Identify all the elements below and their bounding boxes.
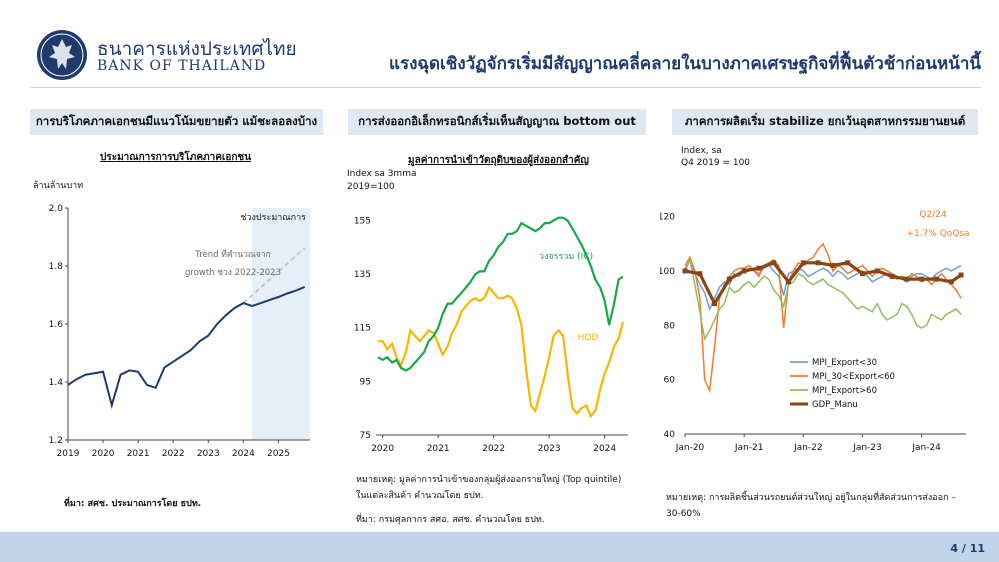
gdp-manu-marker [859, 271, 865, 277]
y-tick-label: 1.6 [49, 320, 64, 330]
x-tick-label: 2020 [92, 449, 115, 459]
chart-3-note-line-1: หมายเหตุ: การผลิตชิ้นส่วนรถยนต์ส่วนใหญ่ … [666, 493, 956, 503]
y-tick-label: 80 [664, 321, 676, 331]
y-tick-label: 40 [664, 430, 676, 440]
gdp-manu-marker [697, 271, 703, 277]
x-tick-label: 2024 [232, 449, 255, 459]
chart-2-note-line-1: หมายเหตุ: มูลค่าการนำเข้าของกลุ่มผู้ส่งอ… [356, 475, 622, 485]
chart-2-unit-label-1: Index sa 3mma [347, 169, 417, 179]
y-tick-label: 1.8 [49, 262, 64, 272]
chart-1-subheading: ประมาณการการบริโภคภาคเอกชน [100, 152, 252, 163]
gdp-manu-marker [712, 301, 718, 307]
y-tick-label: 135 [354, 270, 371, 280]
gdp-manu-marker [682, 268, 688, 274]
gdp-manu-marker [756, 265, 762, 271]
y-tick-label: 75 [360, 431, 371, 441]
trend-annotation-2: growth ช่วง 2022-2023 [185, 268, 281, 278]
chart-2-unit-label-2: 2019=100 [347, 182, 395, 192]
gdp-manu-marker [771, 260, 777, 266]
legend-label: MPI_30<Export<60 [812, 372, 895, 382]
x-tick-label: 2021 [127, 449, 150, 459]
hdd-series-label: HDD [578, 333, 599, 343]
header-divider [30, 87, 981, 88]
gdp-manu-marker [845, 260, 851, 266]
gdp-manu-marker [919, 276, 925, 282]
brand-name-thai: ธนาคารแห่งประเทศไทย [97, 38, 297, 60]
bot-logo [37, 30, 87, 80]
x-tick-label: Jan-22 [793, 443, 823, 453]
x-tick-label: 2023 [538, 444, 561, 454]
brand-name-english: BANK OF THAILAND [97, 58, 267, 74]
gdp-manu-marker [904, 276, 910, 282]
chart-2-source: ที่มา: กรมศุลกากร สศอ. สศช. คำนวณโดย ธปท… [356, 515, 545, 525]
gdp-manu-marker [889, 273, 895, 279]
gdp-manu-marker [830, 263, 836, 269]
chart-1-unit-label: ล้านล้านบาท [33, 181, 84, 191]
forecast-label: ช่วงประมาณการ [240, 213, 306, 223]
gdp-manu-marker [815, 260, 821, 266]
x-tick-label: 2020 [371, 444, 394, 454]
trend-line [242, 247, 306, 304]
page-title: แรงฉุดเชิงวัฏจักรเริ่มมีสัญญาณคลี่คลายใน… [388, 54, 981, 74]
y-tick-label: 120 [660, 213, 675, 223]
chart-3-note-line-2: 30-60% [666, 509, 701, 519]
chart-private-consumption: ช่วงประมาณการ 1.2 1.4 1.6 1.8 2.0 2019 2020 2021… [49, 204, 310, 459]
x-tick-label: 2019 [57, 449, 80, 459]
x-tick-label: Jan-23 [852, 443, 882, 453]
gdp-manu-marker [726, 276, 732, 282]
legend-label: MPI_Export>60 [812, 386, 877, 396]
y-tick-label: 115 [354, 324, 371, 334]
gdp-manu-marker [741, 268, 747, 274]
x-tick-label: 2025 [267, 449, 290, 459]
annotation-qoq: +1.7% QoQsa [906, 229, 969, 239]
hdd-line [378, 285, 625, 419]
ic-series-label: วงจรรวม (IC) [539, 252, 593, 262]
ic-line [377, 216, 624, 372]
gdp-manu-marker [874, 268, 880, 274]
consumption-line [67, 285, 306, 409]
x-tick-label: 2021 [427, 444, 450, 454]
x-tick-label: Jan-21 [734, 443, 764, 453]
x-tick-label: 2023 [197, 449, 220, 459]
gdp-manu-marker [948, 279, 954, 285]
y-tick-label: 95 [360, 377, 371, 387]
trend-annotation-1: Trend ที่คำนวณจาก [194, 248, 270, 260]
chart-1-source: ที่มา: สศช. ประมาณการโดย ธปท. [64, 499, 202, 509]
forecast-shade [252, 208, 310, 440]
y-tick-label: 155 [354, 216, 371, 226]
gdp-manu-marker [933, 276, 939, 282]
y-tick-label: 1.2 [49, 436, 63, 446]
x-tick-label: Jan-24 [911, 443, 941, 453]
x-tick-label: 2022 [482, 444, 505, 454]
footer-bar [0, 532, 999, 562]
chart-manufacturing-index: 40 60 80 100 120 Jan-20 Jan-21 Jan-22 Jan-23 Jan-… [660, 210, 970, 453]
chart-3-unit-label-2: Q4 2019 = 100 [681, 158, 751, 168]
x-tick-label: 2022 [162, 449, 185, 459]
y-tick-label: 60 [664, 376, 676, 386]
gdp-manu-marker [786, 279, 792, 285]
chart-2-note-line-2: ในแต่ละสินค้า คำนวณโดย ธปท. [356, 491, 484, 501]
y-tick-label: 1.4 [49, 378, 64, 388]
x-tick-label: Jan-20 [675, 443, 705, 453]
mpi-export-30-60-line [684, 242, 962, 394]
legend-label: GDP_Manu [812, 400, 858, 410]
gdp-manu-marker [800, 260, 806, 266]
mpi-export-gt60-line [684, 258, 962, 342]
gdp-manu-marker [958, 272, 964, 278]
chart-3-unit-label-1: Index, sa [681, 146, 722, 156]
annotation-q2: Q2/24 [919, 210, 947, 220]
chart-electronics-imports: 75 95 115 135 155 2020 2021 2022 2023 2024 วงจรรวม… [354, 216, 628, 454]
chart-2-subheading: มูลค่าการนำเข้าวัตถุดิบของผู้ส่งออกสำคัญ [408, 155, 589, 166]
page-number: 4 / 11 [950, 542, 985, 555]
y-tick-label: 2.0 [49, 204, 64, 214]
panel-1-heading: การบริโภคภาคเอกชนมีแนวโน้มขยายตัว แม้ชะล… [30, 109, 323, 135]
y-tick-label: 100 [660, 267, 675, 277]
panel-3-heading: ภาคการผลิตเริ่ม stabilize ยกเว้นอุตสาหกร… [672, 109, 978, 135]
legend-label: MPI_Export<30 [812, 358, 877, 368]
panel-2-heading: การส่งออกอิเล็กทรอนิกส์เริ่มเห็นสัญญาณ b… [348, 109, 646, 135]
x-tick-label: 2024 [593, 444, 616, 454]
